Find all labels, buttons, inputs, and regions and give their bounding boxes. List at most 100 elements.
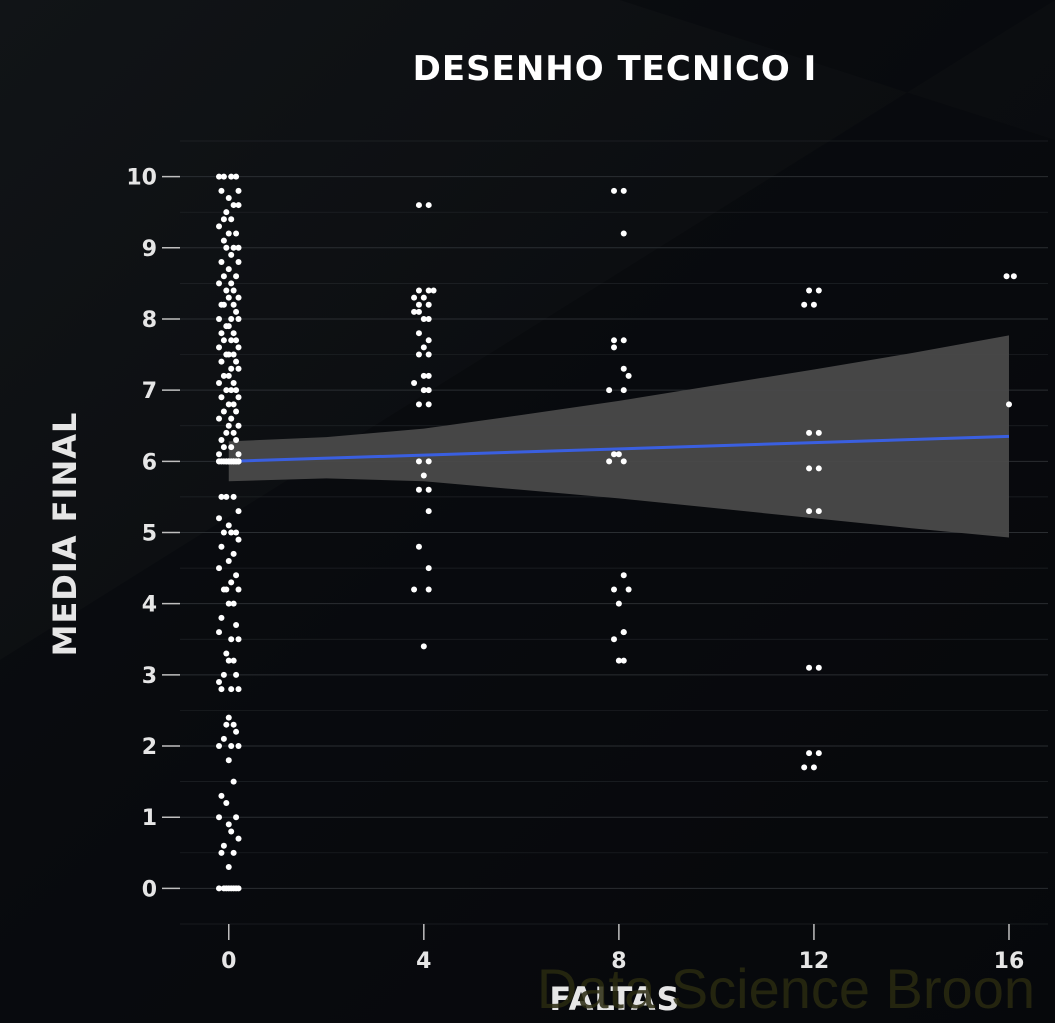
data-point: [235, 422, 242, 429]
data-point: [233, 671, 240, 678]
data-point: [228, 387, 235, 394]
data-point: [620, 230, 627, 237]
data-point: [425, 458, 432, 465]
data-point: [216, 223, 223, 230]
data-point: [611, 636, 617, 643]
data-point: [420, 344, 427, 351]
data-point: [225, 757, 232, 764]
data-point: [611, 586, 617, 593]
data-point: [425, 486, 432, 493]
data-point: [235, 686, 242, 693]
data-point: [425, 337, 432, 344]
data-point: [230, 301, 237, 308]
data-point: [233, 572, 240, 579]
confidence-band-area: [228, 335, 1009, 538]
data-point: [235, 259, 242, 266]
x-tick-label: 16: [994, 949, 1025, 974]
data-point: [230, 600, 237, 607]
data-point: [228, 280, 235, 287]
data-point: [233, 308, 240, 315]
data-point: [815, 508, 822, 515]
data-point: [216, 315, 223, 322]
data-point: [810, 301, 817, 308]
data-point: [620, 458, 627, 465]
data-point: [615, 600, 622, 607]
data-point: [420, 372, 427, 379]
data-point: [611, 451, 617, 458]
data-point: [228, 173, 235, 180]
data-point: [230, 380, 237, 387]
data-point: [216, 565, 223, 572]
data-point: [220, 173, 227, 180]
data-point: [216, 515, 223, 522]
data-point: [216, 415, 223, 422]
data-point: [411, 308, 418, 315]
data-point: [420, 315, 427, 322]
data-point: [1003, 273, 1010, 280]
data-point: [228, 365, 235, 372]
x-tick-label: 4: [416, 949, 431, 974]
x-axis-title: FALTAS: [549, 980, 680, 1018]
x-tick-label: 12: [799, 949, 830, 974]
data-point: [815, 664, 822, 671]
data-point: [425, 401, 432, 408]
data-point: [425, 315, 432, 322]
data-point: [218, 686, 225, 693]
data-point: [225, 657, 232, 664]
data-point: [220, 671, 227, 678]
data-point: [425, 301, 432, 308]
data-point: [220, 301, 227, 308]
data-point: [230, 885, 237, 892]
data-point: [611, 337, 617, 344]
y-axis-ticks: 0 1 2 3 4 5 6 7 8 9 10: [126, 166, 180, 902]
data-point: [235, 394, 242, 401]
data-point: [225, 230, 232, 237]
data-point: [233, 173, 240, 180]
y-tick-label: 8: [142, 308, 157, 333]
data-point: [235, 365, 242, 372]
data-point: [235, 451, 242, 458]
data-point: [233, 387, 240, 394]
data-point: [228, 444, 235, 451]
data-point: [620, 629, 627, 636]
data-point: [415, 301, 422, 308]
data-point: [230, 550, 237, 557]
data-point: [223, 458, 230, 465]
data-point: [225, 422, 232, 429]
data-point: [216, 280, 223, 287]
data-point: [218, 330, 225, 337]
data-point: [220, 529, 227, 536]
data-point: [223, 244, 230, 251]
y-tick-label: 7: [142, 379, 157, 404]
data-point: [218, 358, 225, 365]
data-point: [415, 202, 422, 209]
data-point: [806, 429, 813, 436]
data-point: [218, 614, 225, 621]
data-point: [223, 351, 230, 358]
data-point: [216, 380, 223, 387]
data-point: [235, 636, 242, 643]
data-point: [216, 885, 223, 892]
y-tick-label: 0: [142, 877, 157, 902]
data-point: [815, 287, 822, 294]
data-point: [223, 493, 230, 500]
x-tick-label: 8: [611, 949, 626, 974]
data-point: [235, 536, 242, 543]
data-point: [415, 401, 422, 408]
data-point: [218, 187, 225, 194]
data-point: [225, 557, 232, 564]
data-point: [430, 287, 437, 294]
data-point: [216, 814, 223, 821]
data-point: [223, 323, 230, 330]
data-point: [425, 586, 432, 593]
data-point: [230, 657, 237, 664]
data-point: [620, 187, 627, 194]
data-point: [235, 202, 242, 209]
data-point: [620, 657, 627, 664]
data-point: [225, 885, 232, 892]
data-point: [220, 735, 227, 742]
data-point: [235, 244, 242, 251]
data-point: [815, 750, 822, 757]
data-point: [620, 572, 627, 579]
data-point: [425, 508, 432, 515]
